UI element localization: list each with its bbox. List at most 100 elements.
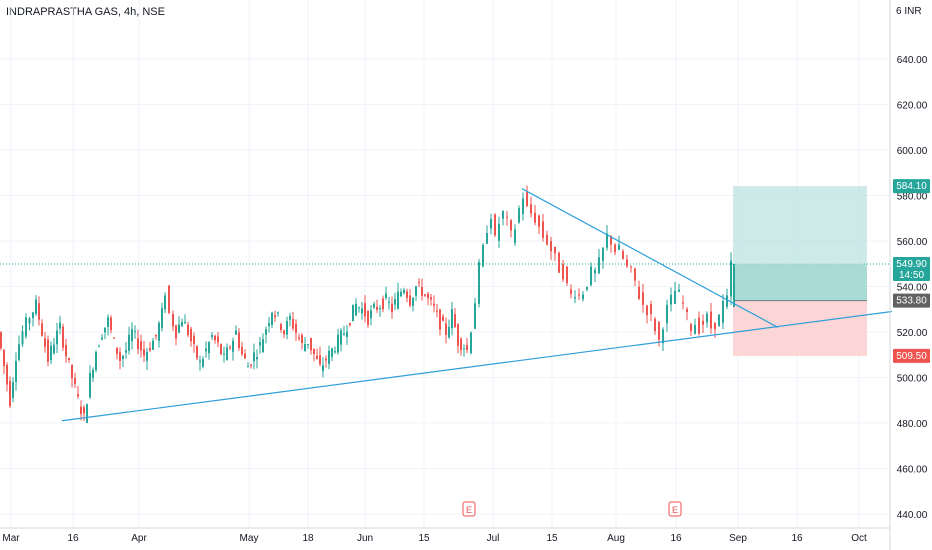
candle-body	[238, 332, 240, 349]
candle-body	[235, 330, 237, 335]
candle-body	[205, 348, 207, 352]
candle-body	[638, 286, 640, 299]
candle-body	[152, 340, 154, 350]
y-tick-label: 520.00	[897, 328, 928, 339]
candle-body	[367, 311, 369, 325]
candle-body	[602, 247, 604, 261]
earnings-marker[interactable]	[668, 501, 682, 517]
candle-body	[534, 212, 536, 223]
candle-body	[220, 344, 222, 355]
candles	[0, 185, 735, 424]
last-candle	[733, 263, 735, 307]
candle-body	[322, 365, 324, 372]
candle-body	[18, 344, 20, 360]
x-tick-label: Jun	[357, 533, 373, 544]
candle-body	[155, 334, 157, 337]
candle-body	[337, 334, 339, 353]
target-tag	[893, 179, 930, 194]
earnings-marker[interactable]	[462, 501, 476, 517]
candle-body	[137, 338, 139, 350]
candle-body	[262, 339, 264, 353]
candle-body	[530, 204, 532, 214]
candle-body	[265, 329, 267, 335]
candle-body	[427, 293, 429, 299]
candle-body	[445, 323, 447, 336]
candle-body	[202, 359, 204, 367]
y-tick-label: 540.00	[897, 283, 928, 294]
candle-body	[38, 303, 40, 320]
trend-lines[interactable]	[61, 188, 893, 422]
candle-body	[226, 347, 228, 360]
candle-body	[710, 311, 712, 329]
candle-body	[229, 347, 231, 349]
y-tick-label: 620.00	[897, 101, 928, 112]
candle-body	[92, 369, 94, 378]
price-axis[interactable]: 640.00 620.00 600.00 580.00 560.00 540.00 520.…	[889, 0, 928, 550]
candle-body	[15, 360, 17, 382]
candle-body	[698, 317, 700, 334]
candle-body	[298, 337, 300, 339]
candle-body	[146, 351, 148, 361]
candle-body	[614, 244, 616, 253]
candle-body	[718, 314, 720, 327]
stop-tag-text: 509.50	[896, 351, 927, 362]
candle-body	[316, 355, 318, 359]
candle-body	[686, 308, 688, 313]
candle-body	[714, 322, 716, 330]
candle-body	[352, 304, 354, 322]
current-price-tag-countdown: 14:50	[899, 270, 924, 281]
candle-body	[514, 229, 516, 243]
candle-body	[214, 335, 216, 341]
x-tick-label: Jul	[487, 533, 500, 544]
candle-body	[594, 269, 596, 274]
x-tick-label: 16	[670, 533, 682, 544]
candle-body	[21, 331, 24, 345]
candle-body	[391, 303, 393, 313]
candle-body	[474, 303, 476, 329]
candle-body	[68, 357, 70, 360]
time-axis[interactable]: Mar 16 Apr May 18 Jun 15 Jul 15 Aug 16 Sep 16 Oct	[0, 527, 890, 544]
candle-body	[582, 294, 584, 300]
candle-body	[128, 334, 130, 351]
candle-body	[107, 317, 109, 327]
candle-body	[566, 266, 568, 284]
trend-line-resistance[interactable]	[521, 188, 779, 328]
chart-title: INDRAPRASTHA GAS, 4h, NSE	[6, 6, 165, 18]
candle-body	[658, 322, 660, 340]
candle-body	[702, 320, 704, 325]
candle-body	[610, 236, 612, 245]
candle-body	[694, 325, 696, 335]
candle-body	[574, 297, 576, 299]
y-tick-label: 500.00	[897, 374, 928, 385]
candle-body	[175, 325, 177, 339]
candle-body	[442, 316, 444, 321]
candle-body	[466, 344, 468, 350]
candle-body	[319, 355, 321, 365]
x-tick-label: 18	[302, 533, 314, 544]
candle-body	[618, 244, 620, 250]
candle-body	[490, 218, 492, 229]
candle-body	[349, 323, 351, 326]
candle-body	[538, 215, 540, 227]
candle-body	[606, 233, 608, 248]
candle-body	[334, 351, 336, 353]
candle-body	[86, 404, 88, 423]
x-tick-label: Aug	[607, 533, 625, 544]
candle-body	[164, 295, 166, 310]
candle-body	[12, 382, 14, 398]
candle-body	[122, 355, 124, 359]
candle-body	[506, 216, 508, 218]
candle-body	[418, 281, 420, 283]
candle-body	[71, 364, 73, 379]
candle-body	[143, 349, 145, 356]
candle-body	[373, 303, 375, 308]
candle-body	[598, 257, 600, 274]
candle-body	[518, 208, 520, 223]
trend-line-support[interactable]	[61, 310, 893, 422]
earnings-marker-label: E	[672, 505, 678, 515]
candle-body	[376, 306, 378, 310]
candle-body	[654, 318, 656, 332]
